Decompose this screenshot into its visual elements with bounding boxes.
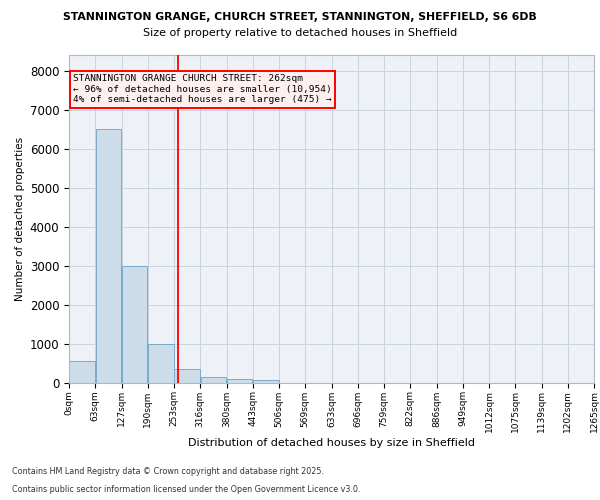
Y-axis label: Number of detached properties: Number of detached properties [16,136,25,301]
Text: Contains public sector information licensed under the Open Government Licence v3: Contains public sector information licen… [12,485,361,494]
Text: STANNINGTON GRANGE, CHURCH STREET, STANNINGTON, SHEFFIELD, S6 6DB: STANNINGTON GRANGE, CHURCH STREET, STANN… [63,12,537,22]
Bar [148,344,173,383]
Bar [227,378,253,382]
Bar [200,376,226,382]
X-axis label: Distribution of detached houses by size in Sheffield: Distribution of detached houses by size … [188,438,475,448]
Bar [253,380,278,382]
Bar [95,129,121,382]
Text: STANNINGTON GRANGE CHURCH STREET: 262sqm
← 96% of detached houses are smaller (1: STANNINGTON GRANGE CHURCH STREET: 262sqm… [73,74,332,104]
Text: Contains HM Land Registry data © Crown copyright and database right 2025.: Contains HM Land Registry data © Crown c… [12,467,324,476]
Text: Size of property relative to detached houses in Sheffield: Size of property relative to detached ho… [143,28,457,38]
Bar [70,361,95,382]
Bar [175,369,200,382]
Bar [122,266,148,382]
